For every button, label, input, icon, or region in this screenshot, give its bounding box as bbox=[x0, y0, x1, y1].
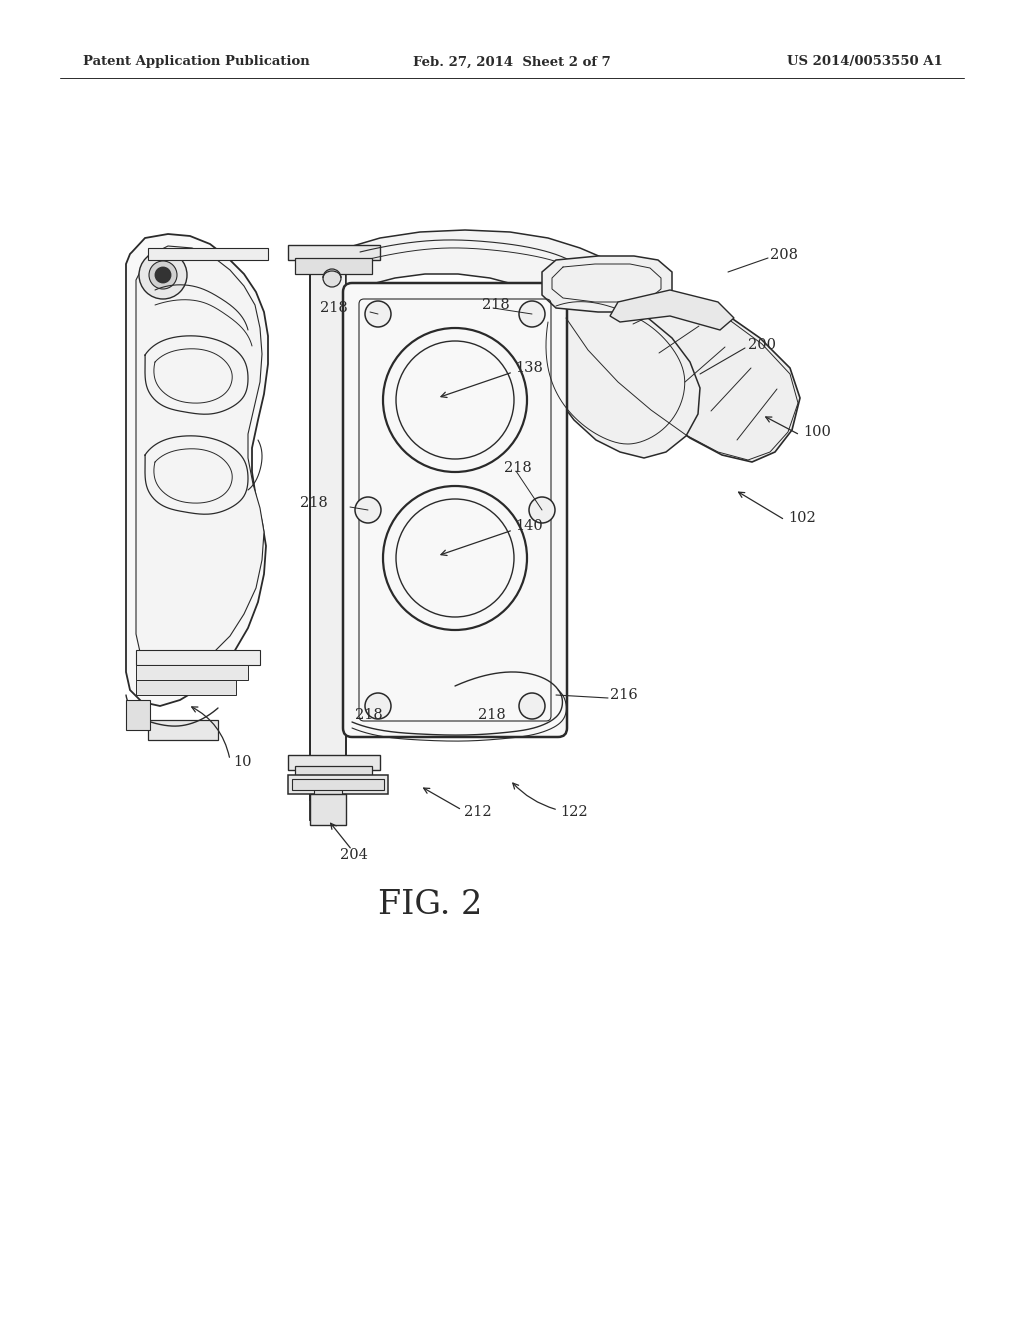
Polygon shape bbox=[564, 294, 800, 462]
Text: 212: 212 bbox=[464, 805, 492, 818]
Text: 218: 218 bbox=[482, 298, 510, 312]
Text: 100: 100 bbox=[803, 425, 830, 440]
Polygon shape bbox=[288, 755, 380, 770]
Text: 218: 218 bbox=[504, 461, 531, 475]
Text: 140: 140 bbox=[515, 519, 543, 533]
Polygon shape bbox=[288, 775, 388, 795]
Text: 218: 218 bbox=[478, 708, 506, 722]
Text: 102: 102 bbox=[788, 511, 816, 525]
Text: Patent Application Publication: Patent Application Publication bbox=[83, 55, 309, 69]
Text: US 2014/0053550 A1: US 2014/0053550 A1 bbox=[787, 55, 943, 69]
Polygon shape bbox=[310, 777, 346, 820]
Text: 218: 218 bbox=[355, 708, 383, 722]
Text: 218: 218 bbox=[321, 301, 348, 315]
Polygon shape bbox=[136, 680, 236, 696]
Polygon shape bbox=[126, 234, 268, 706]
Circle shape bbox=[383, 327, 527, 473]
Polygon shape bbox=[148, 719, 218, 741]
Circle shape bbox=[139, 251, 187, 300]
Text: Feb. 27, 2014  Sheet 2 of 7: Feb. 27, 2014 Sheet 2 of 7 bbox=[413, 55, 611, 69]
Polygon shape bbox=[542, 256, 672, 312]
Circle shape bbox=[383, 486, 527, 630]
Polygon shape bbox=[136, 649, 260, 665]
Text: FIG. 2: FIG. 2 bbox=[378, 888, 482, 921]
Circle shape bbox=[519, 693, 545, 719]
Text: 216: 216 bbox=[610, 688, 638, 702]
Polygon shape bbox=[610, 290, 734, 330]
Polygon shape bbox=[295, 766, 372, 780]
Text: 10: 10 bbox=[233, 755, 252, 770]
Circle shape bbox=[150, 261, 177, 289]
Text: 200: 200 bbox=[748, 338, 776, 352]
Polygon shape bbox=[310, 795, 346, 825]
Polygon shape bbox=[288, 246, 380, 260]
Text: 218: 218 bbox=[300, 496, 328, 510]
Polygon shape bbox=[346, 230, 645, 322]
Circle shape bbox=[155, 267, 171, 282]
Polygon shape bbox=[148, 248, 268, 260]
Polygon shape bbox=[542, 294, 700, 458]
Polygon shape bbox=[136, 246, 264, 671]
Circle shape bbox=[529, 498, 555, 523]
Polygon shape bbox=[136, 665, 248, 680]
Circle shape bbox=[365, 693, 391, 719]
Polygon shape bbox=[314, 781, 342, 816]
Polygon shape bbox=[295, 257, 372, 275]
Circle shape bbox=[355, 498, 381, 523]
Text: 138: 138 bbox=[515, 360, 543, 375]
Text: 208: 208 bbox=[770, 248, 798, 261]
Text: 122: 122 bbox=[560, 805, 588, 818]
Text: 204: 204 bbox=[340, 847, 368, 862]
Circle shape bbox=[365, 301, 391, 327]
Circle shape bbox=[519, 301, 545, 327]
Polygon shape bbox=[126, 700, 150, 730]
Polygon shape bbox=[292, 779, 384, 789]
Polygon shape bbox=[310, 248, 346, 800]
FancyBboxPatch shape bbox=[343, 282, 567, 737]
Circle shape bbox=[323, 269, 341, 286]
